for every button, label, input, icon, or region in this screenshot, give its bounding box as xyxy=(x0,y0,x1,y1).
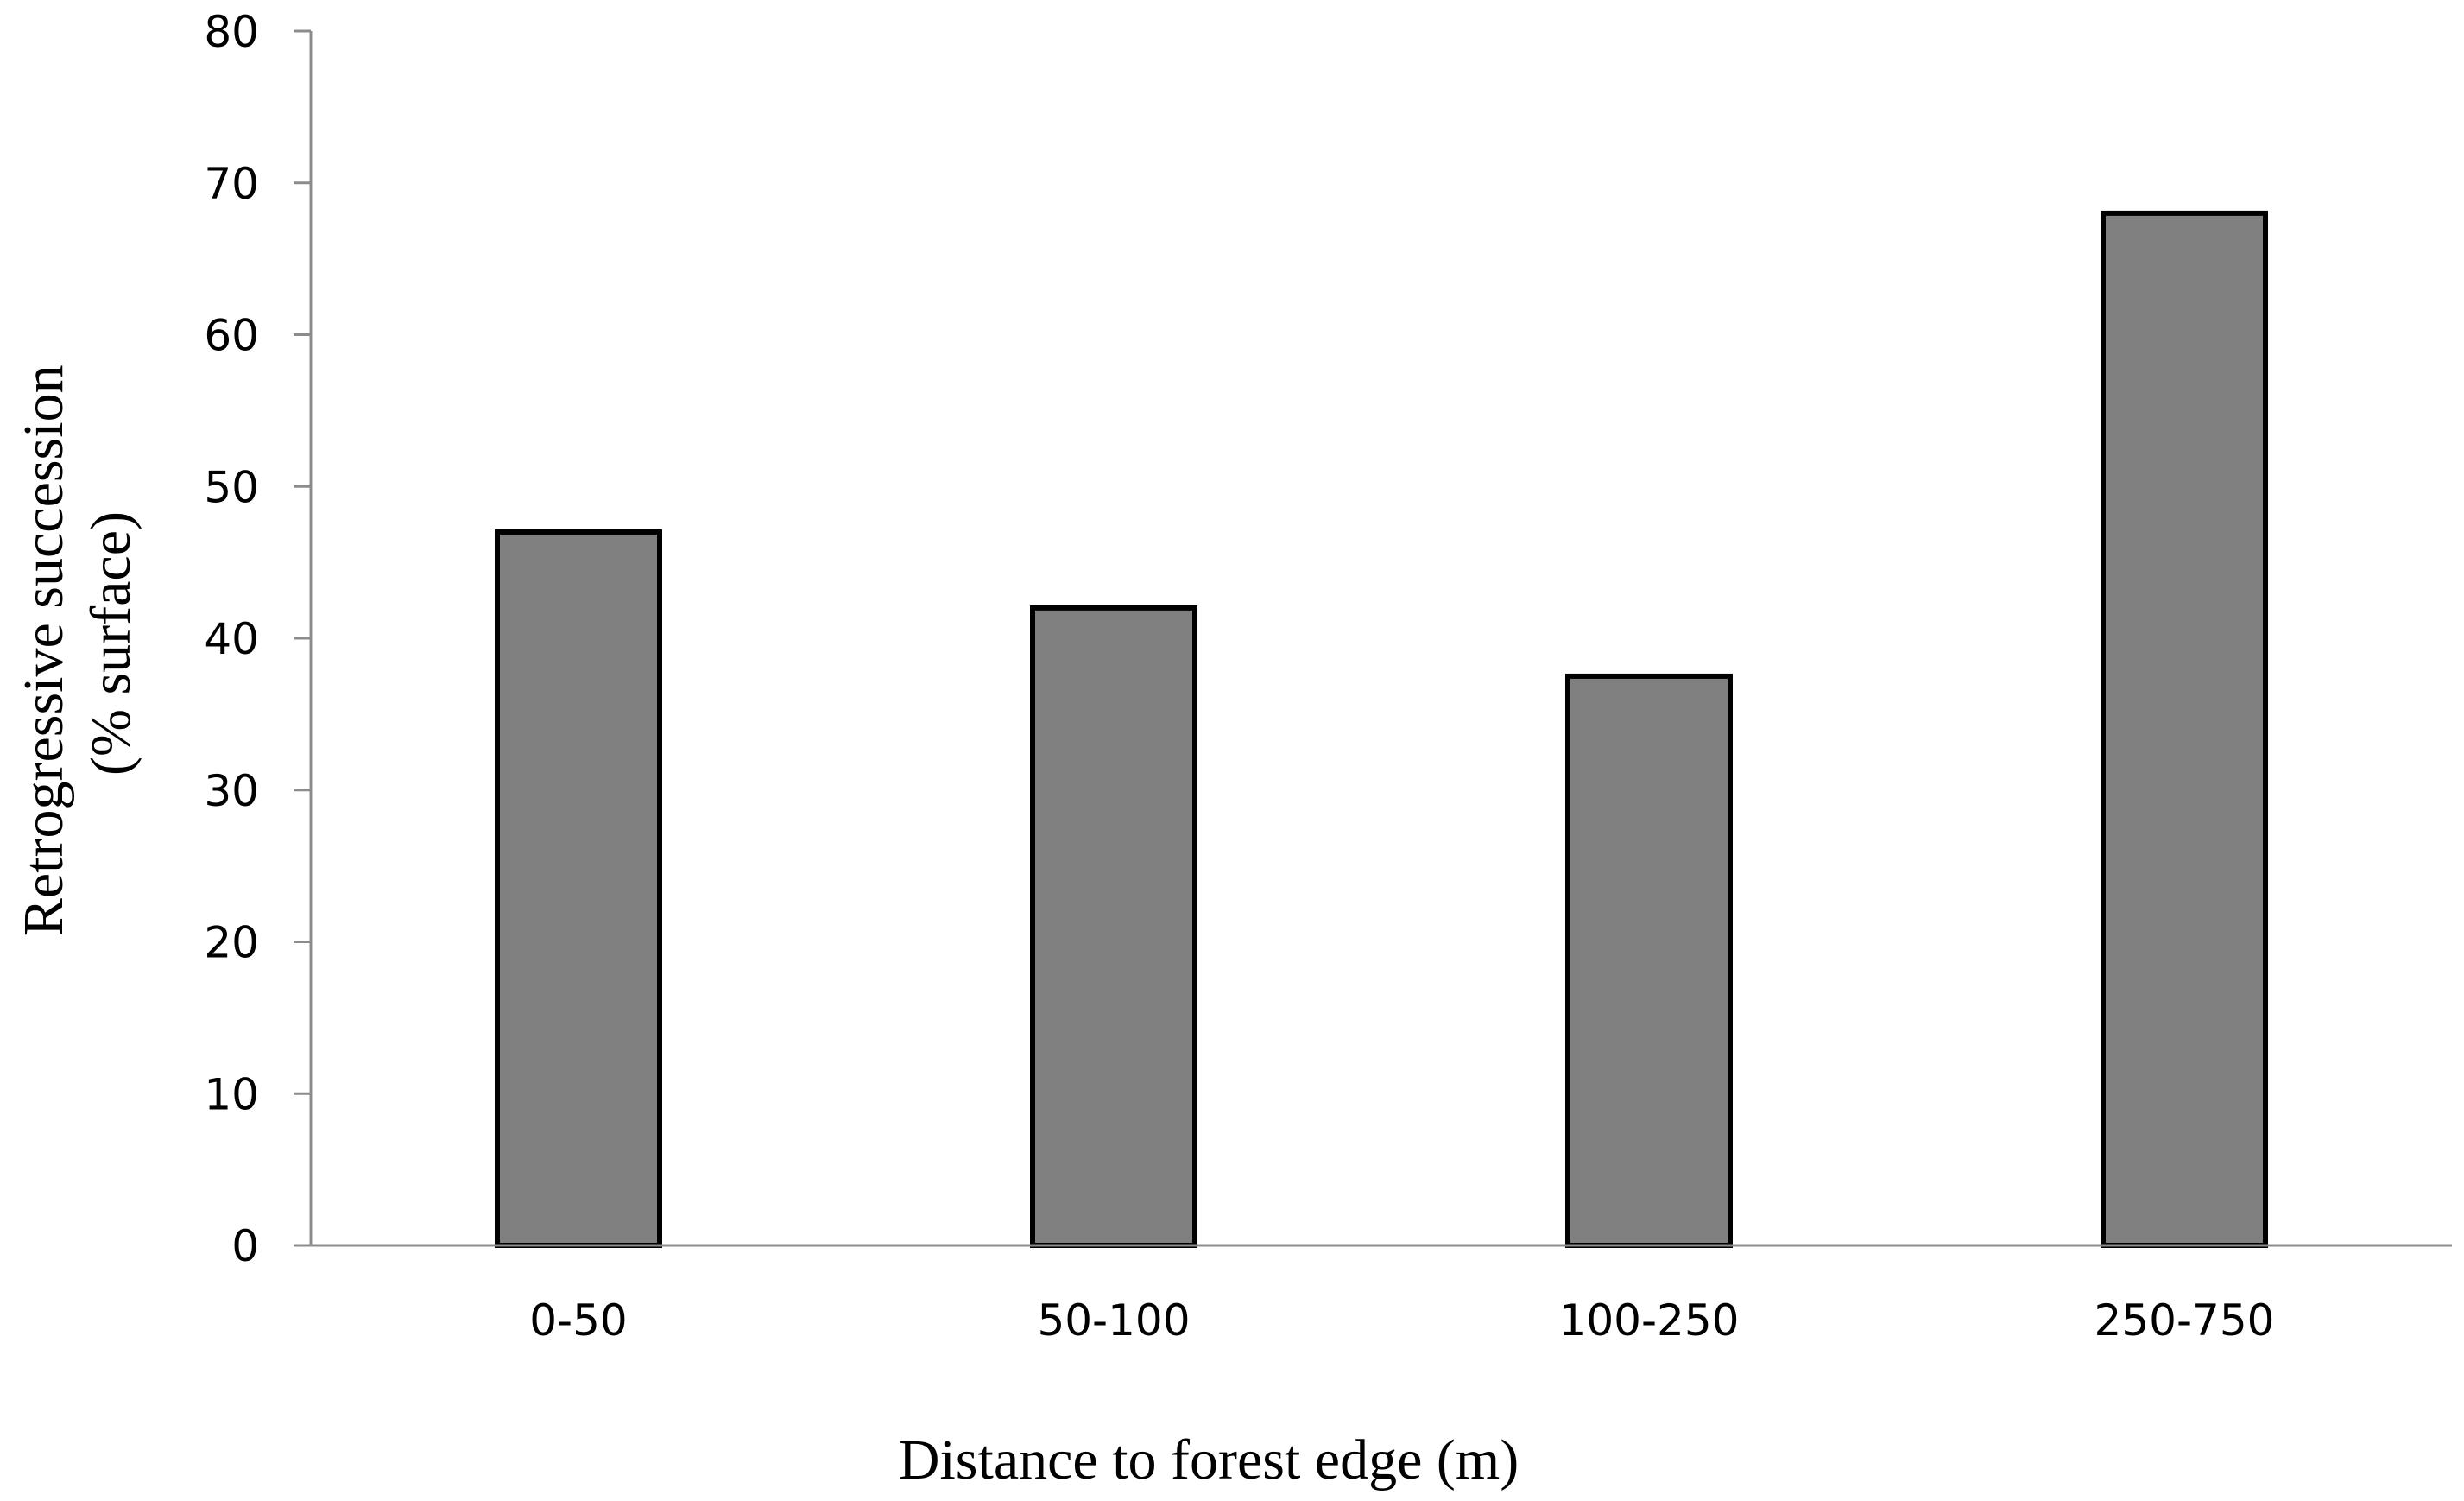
bar-0-50 xyxy=(495,529,662,1248)
y-ticks-group: 0 10 20 30 40 50 60 70 80 xyxy=(204,7,311,1271)
y-tick-label: 60 xyxy=(204,311,259,361)
x-tick-label: 50-100 xyxy=(1037,1295,1190,1346)
bars-group xyxy=(495,210,2268,1248)
y-tick-label: 20 xyxy=(204,918,259,968)
y-tick-label: 70 xyxy=(204,159,259,209)
x-axis-title: Distance to forest edge (m) xyxy=(899,1428,1519,1492)
x-ticks-group: 0-50 50-100 100-250 250-750 xyxy=(529,1295,2274,1346)
y-tick-label: 0 xyxy=(231,1221,259,1271)
x-tick-label: 250-750 xyxy=(2094,1295,2275,1346)
bar-250-750 xyxy=(2101,210,2268,1248)
y-axis-title-line-1: Retrogressive succession xyxy=(12,364,75,936)
bar-50-100 xyxy=(1030,605,1197,1248)
y-tick-label: 50 xyxy=(204,462,259,512)
y-axis-title-line-2: (% surface) xyxy=(79,511,142,776)
y-tick-label: 30 xyxy=(204,766,259,816)
y-axis-title: Retrogressive succession (% surface) xyxy=(12,351,142,936)
x-tick-label: 100-250 xyxy=(1559,1295,1740,1346)
bar-100-250 xyxy=(1565,673,1733,1248)
x-tick-label: 0-50 xyxy=(529,1295,627,1346)
y-tick-label: 10 xyxy=(204,1069,259,1119)
y-tick-label: 40 xyxy=(204,614,259,664)
y-tick-label: 80 xyxy=(204,7,259,57)
